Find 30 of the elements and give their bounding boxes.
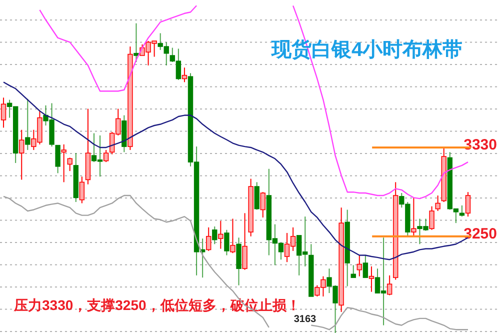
candlestick [206, 226, 212, 252]
candlestick [260, 192, 266, 218]
candlestick [435, 194, 440, 212]
candlestick [465, 192, 471, 218]
candlestick [350, 264, 356, 278]
annotation: 3250 [464, 225, 497, 242]
annotation: 3163 [294, 314, 317, 325]
candlestick [182, 67, 188, 83]
candlestick [356, 254, 362, 277]
candlestick [134, 22, 139, 63]
candlestick [19, 129, 24, 180]
candlestick [429, 206, 434, 230]
candlestick [61, 144, 66, 183]
candlestick [212, 226, 218, 245]
candlestick [55, 144, 60, 174]
candlestick [242, 212, 248, 270]
candlestick [79, 176, 85, 204]
candlestick [218, 220, 224, 250]
candlestick [230, 218, 236, 254]
candlestick [459, 204, 465, 218]
candlestick [368, 266, 374, 292]
candlestick [25, 98, 30, 150]
candlestick [254, 182, 260, 210]
candlestick [67, 157, 72, 172]
candlestick [362, 254, 368, 278]
candlestick [224, 229, 230, 256]
candlestick [386, 274, 392, 296]
candlestick [103, 149, 109, 163]
candlestick [411, 197, 416, 236]
candlestick [0, 97, 6, 128]
